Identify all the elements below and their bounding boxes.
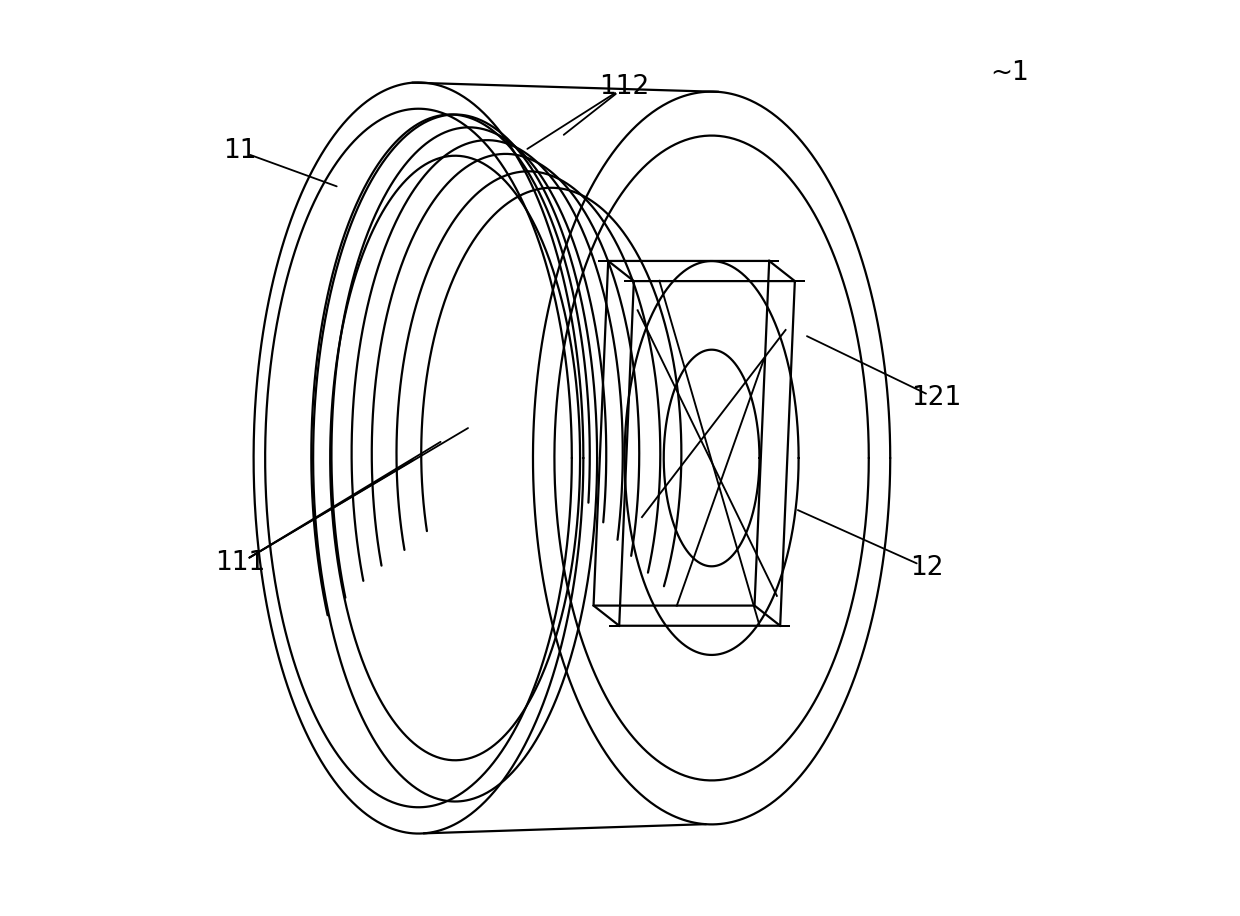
Text: 11: 11 (223, 138, 257, 164)
Text: 121: 121 (911, 386, 961, 411)
Text: ~1: ~1 (990, 60, 1029, 86)
Text: 111: 111 (215, 551, 265, 576)
Text: 12: 12 (910, 555, 944, 581)
Text: 112: 112 (599, 74, 650, 100)
